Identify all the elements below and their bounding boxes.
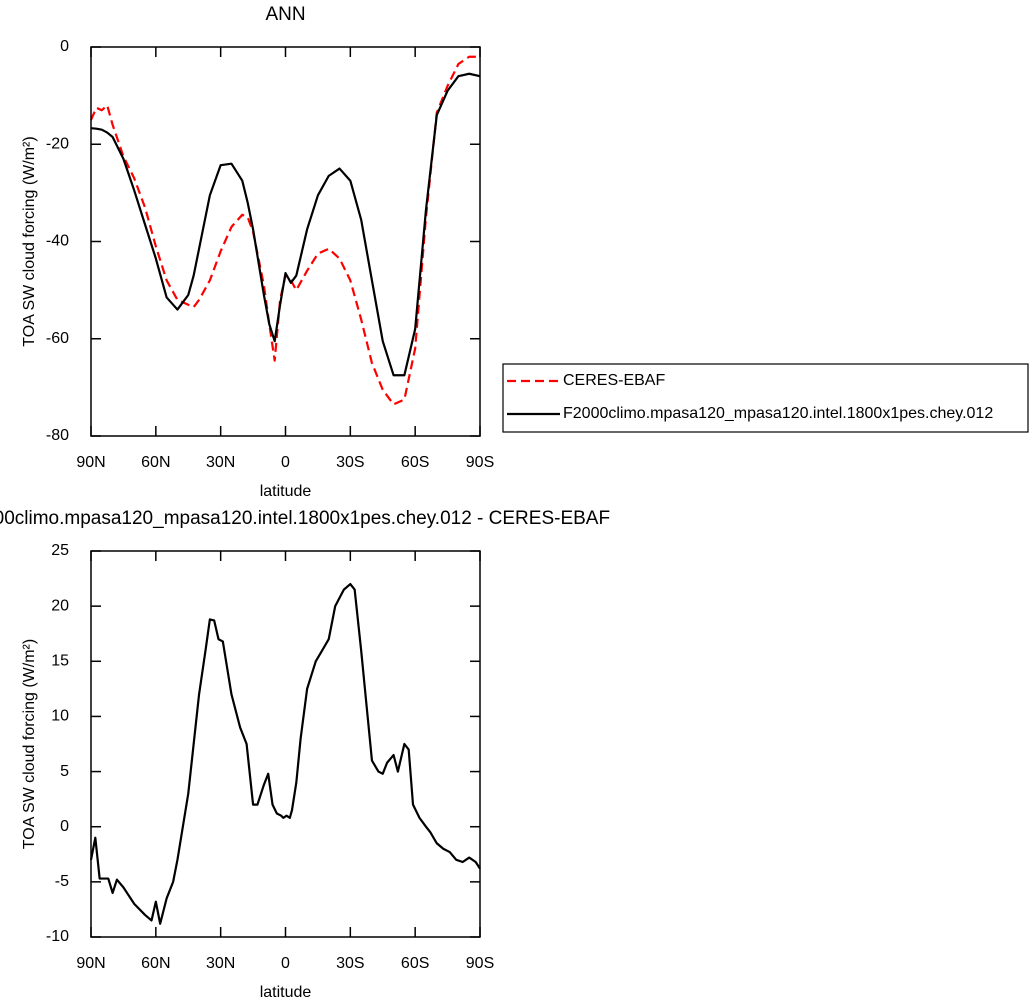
x-tick-label: 90S (466, 454, 494, 471)
y-tick-label: -5 (55, 873, 69, 890)
y-tick-label: 0 (60, 38, 69, 55)
y-axis-label: TOA SW cloud forcing (W/m²) (21, 639, 38, 849)
data-line (89, 55, 480, 406)
y-tick-label: 10 (51, 708, 69, 725)
plot-frame (90, 46, 481, 437)
x-tick-label: 30N (206, 955, 235, 972)
x-tick-label: 90N (76, 955, 105, 972)
x-tick-label: 90S (466, 955, 494, 972)
x-tick-label: 30S (336, 955, 364, 972)
y-tick-label: 15 (51, 653, 69, 670)
legend-label: CERES-EBAF (563, 372, 665, 389)
y-tick-label: 25 (51, 542, 69, 559)
x-tick-label: 0 (281, 955, 290, 972)
y-axis-label: TOA SW cloud forcing (W/m²) (21, 136, 38, 346)
chart-title: ANN (265, 4, 305, 25)
x-axis-label: latitude (260, 984, 312, 1001)
x-tick-label: 30N (206, 454, 235, 471)
x-tick-label: 0 (281, 454, 290, 471)
y-tick-label: -60 (46, 330, 69, 347)
y-tick-label: 20 (51, 597, 69, 614)
y-tick-label: -20 (46, 135, 69, 152)
data-line (90, 72, 481, 377)
y-tick-label: 0 (60, 818, 69, 835)
x-tick-label: 60N (141, 955, 170, 972)
data-line (89, 582, 481, 925)
plot-frame (90, 550, 481, 938)
legend-label: F2000climo.mpasa120_mpasa120.intel.1800x… (563, 405, 993, 422)
legend-box (502, 363, 1029, 433)
x-tick-label: 60S (401, 454, 429, 471)
y-tick-label: 5 (60, 763, 69, 780)
y-tick-label: -80 (46, 427, 69, 444)
chart-title: F2000climo.mpasa120_mpasa120.intel.1800x… (0, 508, 610, 529)
x-tick-label: 60N (141, 454, 170, 471)
y-tick-label: -10 (46, 928, 69, 945)
x-tick-label: 60S (401, 955, 429, 972)
x-tick-label: 30S (336, 454, 364, 471)
x-tick-label: 90N (76, 454, 105, 471)
y-tick-label: -40 (46, 233, 69, 250)
x-axis-label: latitude (260, 483, 312, 500)
